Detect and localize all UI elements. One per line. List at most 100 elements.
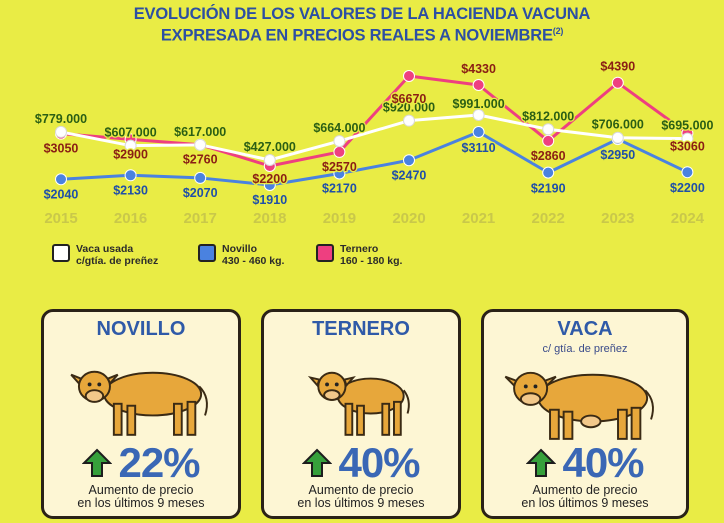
data-label-vaca-2015: $779.000: [35, 112, 87, 126]
point-novillo-2019: [333, 167, 346, 180]
legend-vaca-line1: Vaca usada: [76, 243, 134, 255]
data-label-vaca-2016: $607.000: [105, 126, 157, 140]
point-vaca-2020: [403, 114, 415, 127]
point-novillo-2024: [681, 166, 694, 179]
data-label-vaca-2021: $991.000: [453, 97, 505, 111]
x-tick-label-2022: 2022: [532, 210, 565, 227]
point-vaca-2018: [263, 154, 276, 166]
point-ternero-2021: [472, 79, 485, 91]
data-label-ternero-2021: $4330: [461, 62, 496, 76]
point-novillo-2022: [542, 166, 555, 179]
chart-title-line2: EXPRESADA EN PRECIOS REALES A NOVIEMBRE(…: [0, 23, 724, 45]
data-label-novillo-2023: $2950: [600, 148, 635, 162]
point-novillo-2020: [403, 154, 415, 167]
novillo-cow-illustration: [70, 370, 208, 436]
data-label-ternero-2016: $2900: [113, 147, 148, 161]
data-label-vaca-2017: $617.000: [174, 125, 226, 139]
note-ternero-line1: Aumento de precio: [308, 483, 414, 497]
card-vaca: VACA c/ gtía. de preñez 40% Aumento de p…: [481, 309, 689, 519]
data-label-novillo-2016: $2130: [113, 183, 148, 197]
chart-title: EVOLUCIÓN DE LOS VALORES DE LA HACIENDA …: [0, 6, 724, 45]
legend-label-vaca: Vaca usada c/gtía. de preñez: [76, 243, 158, 267]
note-vaca-line1: Aumento de precio: [532, 483, 638, 497]
legend-novillo-line2: 430 - 460 kg.: [222, 255, 285, 267]
x-tick-label-2015: 2015: [44, 210, 77, 227]
card-ternero: TERNERO 40% Aumento de precio en los últ…: [261, 309, 461, 519]
x-tick-label-2018: 2018: [253, 210, 286, 227]
data-label-vaca-2022: $812.000: [522, 109, 574, 123]
note-ternero-line2: en los últimos 9 meses: [297, 496, 425, 510]
point-vaca-2015: [55, 125, 67, 138]
data-label-vaca-2018: $427.000: [244, 140, 296, 154]
up-arrow-icon: [526, 448, 557, 477]
percent-ternero: 40%: [338, 439, 420, 486]
x-tick-label-2021: 2021: [462, 210, 495, 227]
x-tick-label-2020: 2020: [392, 210, 425, 227]
data-label-novillo-2024: $2200: [670, 181, 705, 195]
x-tick-label-2019: 2019: [323, 210, 356, 227]
point-vaca-2016: [124, 139, 137, 152]
series-line-ternero: [60, 74, 689, 168]
x-tick-label-2017: 2017: [184, 210, 217, 227]
up-arrow-icon: [82, 448, 113, 477]
note-vaca: Aumento de precio en los últimos 9 meses: [484, 484, 686, 510]
series-line-novillo: [60, 130, 689, 187]
point-ternero-2023: [611, 76, 624, 89]
data-label-novillo-2019: $2170: [322, 182, 357, 196]
data-label-novillo-2015: $2040: [44, 187, 79, 201]
note-novillo-line2: en los últimos 9 meses: [77, 496, 205, 510]
stat-row-ternero: 40%: [264, 442, 458, 484]
percent-vaca: 40%: [562, 439, 644, 486]
legend-item-ternero: Ternero 160 - 180 kg.: [316, 243, 402, 267]
note-novillo: Aumento de precio en los últimos 9 meses: [44, 484, 238, 510]
legend-label-ternero: Ternero 160 - 180 kg.: [340, 243, 402, 267]
data-label-ternero-2018: $2200: [252, 172, 287, 186]
data-label-novillo-2021: $3110: [462, 141, 496, 155]
legend-swatch-vaca: [52, 244, 70, 262]
data-label-novillo-2017: $2070: [183, 186, 218, 200]
legend-swatch-ternero: [316, 244, 334, 262]
percent-novillo: 22%: [118, 439, 200, 486]
legend-swatch-novillo: [198, 244, 216, 262]
data-label-ternero-2015: $3050: [44, 142, 79, 156]
data-label-vaca-2023: $706.000: [592, 118, 644, 132]
chart-title-footnote: (2): [552, 26, 564, 36]
data-label-ternero-2017: $2760: [183, 153, 218, 167]
data-label-novillo-2022: $2190: [531, 182, 566, 196]
line-chart: $779.000 $607.000 $617.000 $427.000 $664.000…: [34, 58, 715, 227]
card-subtitle-vaca: c/ gtía. de preñez: [542, 343, 628, 355]
x-tick-label-2023: 2023: [601, 210, 634, 227]
card-title-novillo: NOVILLO: [96, 318, 186, 340]
legend-item-novillo: Novillo 430 - 460 kg.: [198, 243, 284, 267]
chart-title-line2-text: EXPRESADA EN PRECIOS REALES A NOVIEMBRE: [160, 26, 553, 45]
point-novillo-2021: [472, 126, 485, 138]
point-ternero-2020: [403, 70, 415, 82]
card-title-ternero: TERNERO: [312, 318, 410, 340]
point-ternero-2019: [333, 145, 346, 158]
x-tick-label-2024: 2024: [671, 210, 705, 227]
point-vaca-2024: [681, 132, 694, 145]
point-novillo-2015: [55, 173, 67, 186]
point-vaca-2019: [333, 135, 346, 148]
data-label-ternero-2020: $6670: [392, 92, 427, 106]
stat-row-vaca: 40%: [484, 442, 686, 484]
data-label-ternero-2024: $3060: [670, 139, 705, 153]
note-novillo-line1: Aumento de precio: [88, 483, 194, 497]
card-title-vaca: VACA: [557, 318, 613, 340]
point-vaca-2017: [194, 138, 207, 151]
data-label-novillo-2018: $1910: [252, 193, 287, 207]
chart-title-line1: EVOLUCIÓN DE LOS VALORES DE LA HACIENDA …: [133, 5, 591, 23]
x-tick-label-2016: 2016: [114, 210, 147, 227]
data-label-ternero-2019: $2570: [322, 160, 357, 174]
point-ternero-2022: [542, 134, 555, 147]
point-vaca-2023: [611, 131, 624, 144]
stat-row-novillo: 22%: [44, 442, 238, 484]
point-novillo-2016: [124, 169, 137, 182]
series-line-vaca: [60, 113, 688, 162]
legend-ternero-line2: 160 - 180 kg.: [340, 255, 403, 267]
note-vaca-line2: en los últimos 9 meses: [521, 496, 649, 510]
point-novillo-2018: [263, 179, 276, 191]
vaca-cow-illustration: [504, 371, 654, 440]
data-label-vaca-2019: $664.000: [313, 121, 365, 135]
note-ternero: Aumento de precio en los últimos 9 meses: [264, 484, 458, 510]
